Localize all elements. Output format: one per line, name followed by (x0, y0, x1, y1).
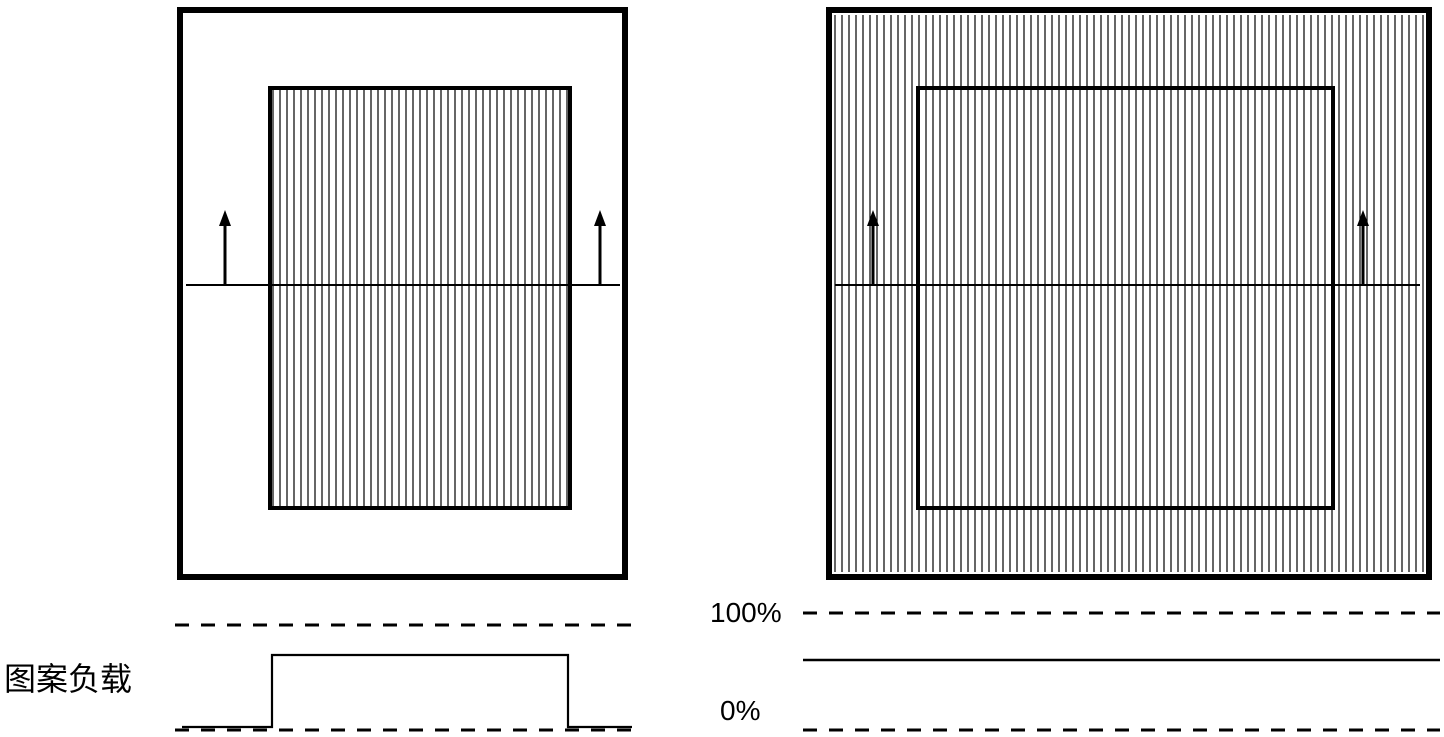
label-0pct: 0% (720, 695, 760, 726)
right-load-plot (803, 613, 1440, 730)
label-pattern-load: 图案负载 (4, 661, 132, 697)
label-100pct: 100% (710, 597, 782, 628)
right-panel-diagram (829, 10, 1429, 577)
left-load-plot (175, 625, 632, 730)
left-panel-diagram (180, 10, 625, 577)
